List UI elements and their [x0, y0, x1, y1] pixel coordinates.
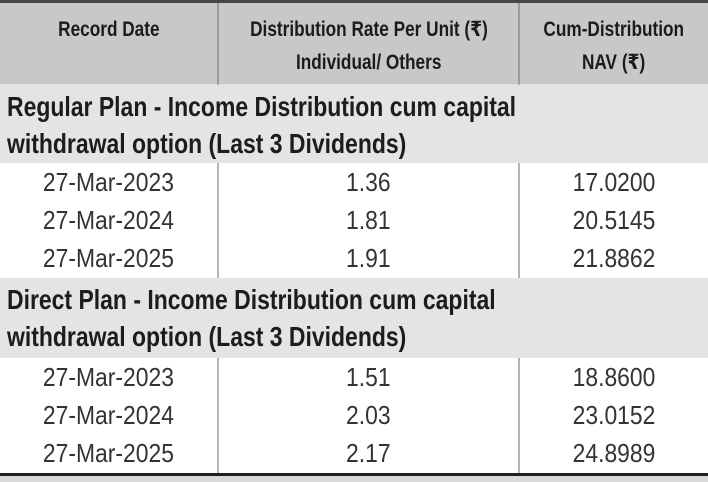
- table-row-direct-2-nav: 23.0152: [520, 396, 708, 435]
- table-row-direct-3-nav: 24.8989: [520, 434, 708, 473]
- col-header-record-date-label: Record Date: [57, 18, 160, 41]
- col-header-cum-distribution-nav: Cum-Distribution NAV (₹): [520, 3, 708, 85]
- table-row-direct-2-record-date: 27-Mar-2024: [0, 396, 219, 435]
- table-row-direct-3-record-date: 27-Mar-2025: [0, 434, 219, 473]
- record-date-value: 27-Mar-2024: [42, 204, 174, 235]
- nav-value: 18.8600: [572, 361, 656, 392]
- table-row-direct-2-rate: 2.03: [219, 396, 520, 435]
- record-date-value: 27-Mar-2023: [42, 361, 174, 392]
- section-title-direct-plan-line1: Direct Plan - Income Distribution cum ca…: [7, 283, 496, 315]
- table-row-regular-1-record-date: 27-Mar-2023: [0, 163, 219, 202]
- col-header-record-date: Record Date: [0, 3, 219, 85]
- nav-value: 20.5145: [572, 204, 656, 235]
- table-row-direct-1-rate: 1.51: [219, 357, 520, 397]
- rate-value: 1.81: [346, 204, 391, 235]
- table-row-direct-3-rate: 2.17: [219, 434, 520, 473]
- rate-value: 2.03: [346, 399, 391, 430]
- table-row-regular-3-rate: 1.91: [219, 239, 520, 278]
- record-date-value: 27-Mar-2025: [42, 438, 174, 469]
- section-title-regular-plan-line1: Regular Plan - Income Distribution cum c…: [7, 91, 517, 122]
- table-row-direct-1-nav: 18.8600: [520, 357, 708, 397]
- col-header-distribution-rate-line2: Individual/ Others: [295, 51, 442, 74]
- rate-value: 1.36: [346, 166, 391, 197]
- table-row-regular-2-rate: 1.81: [219, 201, 520, 240]
- rate-value: 1.91: [346, 243, 391, 274]
- table-row-regular-3-record-date: 27-Mar-2025: [0, 239, 219, 278]
- col-header-cum-distribution-nav-line2: NAV (₹): [582, 51, 646, 74]
- rate-value: 1.51: [346, 361, 391, 392]
- table-row-regular-1-nav: 17.0200: [520, 163, 708, 202]
- record-date-value: 27-Mar-2024: [42, 399, 174, 430]
- section-title-regular-plan-line2: withdrawal option (Last 3 Dividends): [7, 128, 407, 159]
- section-title-direct-plan: Direct Plan - Income Distribution cum ca…: [0, 277, 708, 358]
- section-title-direct-plan-line2: withdrawal option (Last 3 Dividends): [7, 320, 407, 352]
- table-row-direct-1-record-date: 27-Mar-2023: [0, 357, 219, 397]
- nav-value: 17.0200: [572, 166, 656, 197]
- nav-value: 23.0152: [572, 399, 656, 430]
- nav-value: 24.8989: [572, 438, 656, 469]
- col-header-distribution-rate-line1: Distribution Rate Per Unit (₹): [249, 18, 488, 41]
- section-title-regular-plan: Regular Plan - Income Distribution cum c…: [0, 85, 708, 163]
- rate-value: 2.17: [346, 438, 391, 469]
- record-date-value: 27-Mar-2025: [42, 243, 174, 274]
- table-row-regular-3-nav: 21.8862: [520, 239, 708, 278]
- col-header-cum-distribution-nav-line1: Cum-Distribution: [543, 18, 685, 41]
- record-date-value: 27-Mar-2023: [42, 166, 174, 197]
- nav-value: 21.8862: [572, 243, 656, 274]
- table-row-regular-1-rate: 1.36: [219, 163, 520, 202]
- table-row-regular-2-record-date: 27-Mar-2024: [0, 201, 219, 240]
- col-header-distribution-rate: Distribution Rate Per Unit (₹) Individua…: [219, 3, 520, 85]
- table-row-regular-2-nav: 20.5145: [520, 201, 708, 240]
